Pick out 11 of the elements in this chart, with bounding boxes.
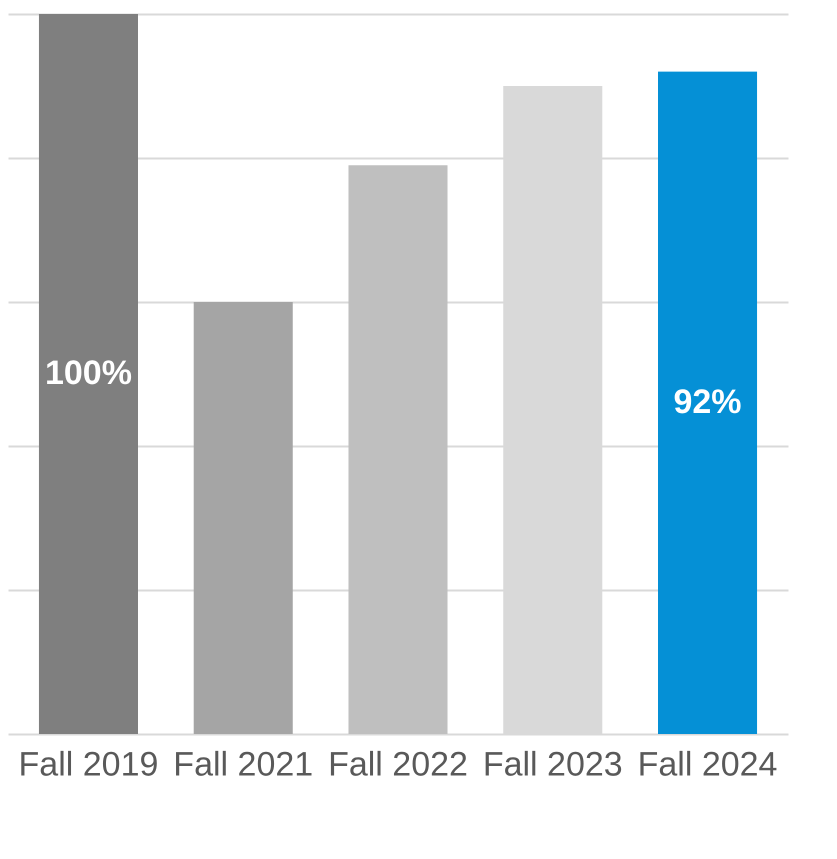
x-tick-label: Fall 2024 [638, 746, 778, 784]
bar [194, 302, 293, 734]
bar [38, 14, 138, 734]
x-tick-label: Fall 2019 [18, 746, 158, 784]
bar [658, 72, 758, 734]
x-tick-label: Fall 2023 [482, 746, 623, 784]
bar [348, 165, 448, 734]
data-label: 100% [44, 354, 132, 392]
x-tick-label: Fall 2021 [173, 746, 314, 784]
x-tick-label: Fall 2022 [328, 746, 468, 784]
data-label: 92% [673, 382, 742, 421]
